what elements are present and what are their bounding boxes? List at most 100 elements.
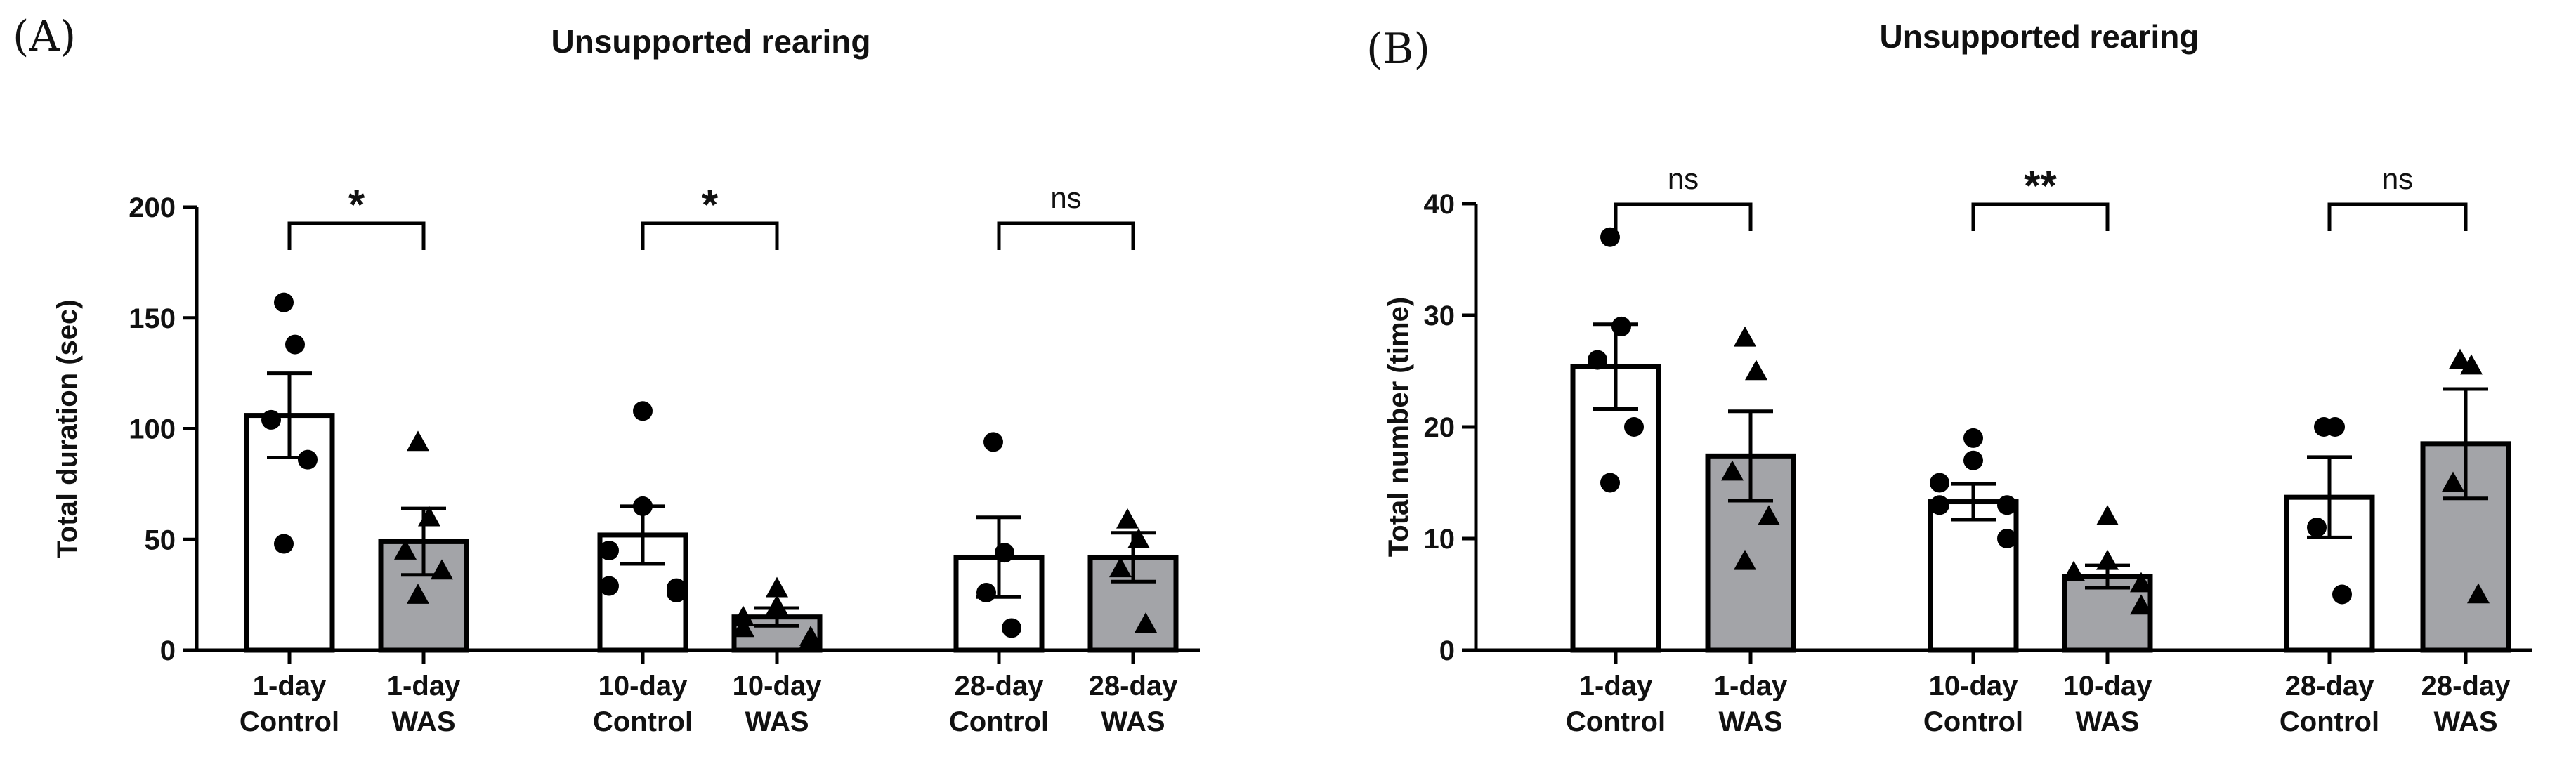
x-tick-label-line2: WAS — [2433, 706, 2497, 737]
data-point-triangle — [2096, 505, 2119, 525]
data-point-triangle — [2449, 348, 2471, 369]
x-tick-label-line1: 28-day — [2421, 671, 2511, 701]
data-point-triangle — [1135, 612, 1157, 633]
data-point-triangle — [2467, 583, 2490, 604]
y-tick-label: 30 — [1424, 301, 1456, 331]
data-point-triangle — [799, 628, 822, 649]
bar — [1928, 499, 2019, 653]
data-point-circle — [1624, 417, 1644, 437]
y-tick-label: 0 — [1439, 635, 1455, 666]
x-tick-label-line1: 28-day — [1089, 671, 1178, 701]
data-point-triangle — [407, 584, 429, 604]
data-point-circle — [1611, 316, 1631, 336]
data-point-circle — [298, 449, 318, 470]
data-point-triangle — [1721, 460, 1744, 481]
panel-a: (A) Unsupported rearing Total duration (se… — [13, 12, 1200, 737]
data-point-circle — [285, 334, 305, 355]
significance-label: * — [348, 181, 365, 228]
x-tick-label-line1: 1-day — [387, 671, 461, 701]
data-point-triangle — [2062, 560, 2085, 581]
x-tick-label-line1: 28-day — [955, 671, 1044, 701]
data-point-triangle — [407, 430, 429, 452]
data-point-circle — [983, 432, 1003, 452]
significance-bracket — [641, 221, 779, 250]
data-point-triangle — [766, 576, 788, 598]
data-point-triangle — [2460, 354, 2483, 375]
data-point-circle — [1588, 350, 1607, 370]
x-tick-label-line2: Control — [2280, 706, 2379, 737]
data-point-circle — [2325, 417, 2345, 437]
data-point-triangle — [766, 594, 788, 615]
y-tick-label: 0 — [160, 635, 176, 666]
data-point-triangle — [1109, 557, 1132, 578]
y-tick-label: 150 — [129, 303, 176, 334]
x-tick-label-line2: WAS — [745, 706, 809, 737]
x-tick-label-line2: Control — [1923, 706, 2023, 737]
x-tick-label-line1: 1-day — [253, 671, 327, 701]
panel-b: (B) Unsupported rearing Total number (time… — [1366, 18, 2532, 737]
data-point-circle — [1600, 473, 1620, 493]
significance-label: ns — [1050, 181, 1081, 214]
x-tick-label-line1: 1-day — [1579, 671, 1653, 701]
data-point-circle — [1997, 495, 2017, 515]
x-tick-label-line2: Control — [1566, 706, 1666, 737]
data-point-triangle — [732, 605, 754, 626]
significance-label: ** — [2024, 162, 2057, 209]
y-tick-label: 200 — [129, 192, 176, 223]
significance-bracket — [1971, 202, 2110, 231]
x-tick-label-line2: Control — [240, 706, 339, 737]
chart-title: Unsupported rearing — [551, 23, 871, 60]
data-point-triangle — [2442, 471, 2464, 492]
x-tick-label-line1: 1-day — [1714, 671, 1788, 701]
data-point-circle — [976, 582, 996, 602]
data-point-circle — [2332, 584, 2352, 605]
data-point-triangle — [1734, 549, 1756, 570]
data-point-triangle — [394, 539, 417, 560]
x-tick-label-line1: 10-day — [733, 671, 822, 701]
y-tick-label: 50 — [145, 525, 176, 555]
data-point-circle — [1963, 450, 1983, 470]
significance-label: ns — [2382, 162, 2413, 195]
x-tick-label-line2: WAS — [391, 706, 455, 737]
data-point-circle — [667, 582, 686, 602]
y-tick-label: 40 — [1424, 189, 1456, 220]
y-tick-label: 100 — [129, 414, 176, 445]
data-point-circle — [1930, 495, 1949, 515]
data-point-circle — [599, 541, 619, 561]
significance-bracket — [287, 221, 426, 250]
y-axis-label: Total duration (sec) — [52, 299, 83, 558]
data-point-circle — [2307, 518, 2327, 538]
panel-label: (A) — [13, 12, 76, 61]
significance-bracket — [997, 221, 1135, 250]
data-point-circle — [1002, 618, 1021, 638]
significance-label: ns — [1668, 162, 1699, 195]
x-tick-label-line2: WAS — [2075, 706, 2139, 737]
y-axis-label: Total number (time) — [1383, 297, 1414, 557]
data-point-triangle — [1734, 326, 1756, 347]
data-point-circle — [1997, 529, 2017, 548]
significance-bracket — [1614, 202, 1753, 231]
data-point-triangle — [732, 617, 754, 638]
data-point-triangle — [1745, 360, 1767, 381]
significance-label: * — [702, 181, 719, 228]
x-tick-label-line1: 10-day — [599, 671, 688, 701]
panel-label: (B) — [1366, 25, 1430, 74]
x-tick-label-line1: 10-day — [1929, 671, 2018, 701]
data-point-circle — [633, 496, 653, 516]
data-point-triangle — [2130, 572, 2152, 593]
data-point-triangle — [431, 559, 453, 580]
x-tick-label-line2: Control — [949, 706, 1049, 737]
y-tick-label: 10 — [1424, 524, 1456, 555]
data-point-circle — [261, 409, 281, 430]
data-point-triangle — [418, 506, 440, 527]
chart-title: Unsupported rearing — [1880, 18, 2199, 55]
data-point-circle — [274, 292, 294, 312]
data-point-circle — [599, 576, 619, 596]
data-point-triangle — [1758, 505, 1780, 525]
data-point-triangle — [1127, 528, 1150, 549]
bar — [1570, 364, 1661, 653]
data-point-circle — [1963, 428, 1983, 448]
x-tick-label-line2: WAS — [1101, 706, 1165, 737]
data-point-circle — [1930, 473, 1949, 493]
